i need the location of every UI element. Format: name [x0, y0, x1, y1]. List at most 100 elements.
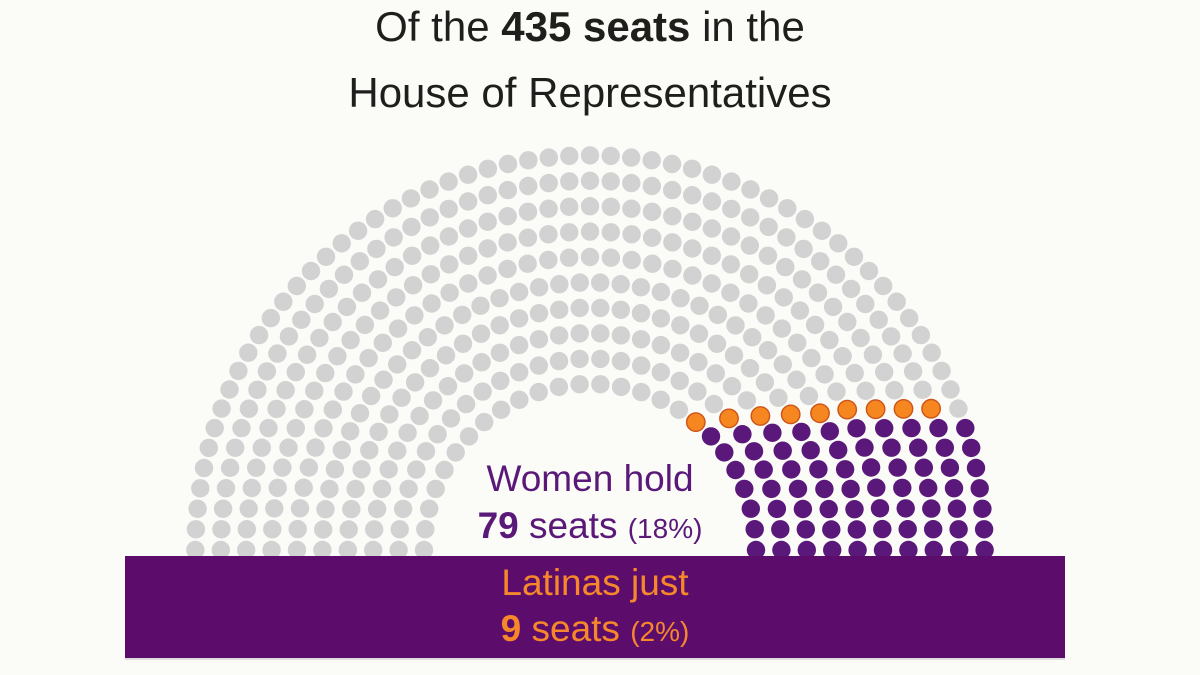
seat-dot-other — [560, 197, 579, 216]
seat-dot-other — [651, 309, 671, 328]
seat-dot-other — [851, 328, 870, 348]
seat-dot-other — [421, 265, 440, 284]
seat-dot-other — [252, 438, 271, 457]
seat-dot-woman — [873, 540, 893, 560]
seat-dot-other — [739, 294, 758, 313]
seat-dot-other — [316, 500, 335, 519]
seat-dot-other — [683, 266, 702, 285]
seat-dot-other — [359, 348, 378, 368]
seat-dot-other — [268, 478, 287, 498]
seat-dot-woman — [970, 479, 989, 498]
seat-dot-other — [367, 239, 386, 259]
seat-dot-other — [435, 460, 454, 480]
seat-dot-other — [856, 294, 875, 314]
seat-dot-other — [795, 209, 815, 229]
seat-dot-woman — [819, 499, 838, 519]
seat-dot-other — [199, 438, 218, 458]
seat-dot-other — [239, 499, 258, 518]
seat-dot-other — [426, 479, 445, 499]
seat-dot-other — [301, 261, 321, 281]
seat-dot-other — [823, 297, 843, 317]
seat-dot-latina — [893, 398, 914, 419]
seat-dot-other — [441, 409, 461, 428]
seat-dot-other — [743, 328, 762, 347]
seat-dot-other — [838, 312, 857, 332]
seat-dot-other — [290, 499, 310, 518]
seat-dot-other — [611, 275, 630, 294]
seat-dot-other — [390, 520, 409, 539]
seat-dot-latina — [780, 404, 801, 425]
seat-dot-other — [560, 172, 579, 191]
seat-dot-other — [683, 212, 702, 231]
seat-dot-latina — [921, 398, 941, 419]
seat-dot-other — [651, 390, 670, 409]
seat-dot-other — [459, 246, 478, 265]
seat-dot-other — [273, 458, 292, 477]
seat-dot-other — [498, 233, 517, 252]
seat-dot-other — [549, 351, 569, 371]
seat-dot-woman — [835, 460, 855, 479]
seat-dot-other — [591, 349, 610, 369]
seat-dot-other — [339, 520, 358, 539]
seat-dot-other — [688, 382, 707, 401]
seat-dot-other — [416, 442, 436, 461]
seat-dot-other — [420, 499, 439, 518]
seat-dot-woman — [823, 540, 842, 560]
seat-dot-other — [702, 219, 722, 238]
seat-dot-other — [350, 404, 370, 423]
seat-dot-other — [529, 382, 548, 402]
seat-dot-woman — [898, 520, 917, 539]
seat-dot-other — [328, 347, 347, 366]
seat-dot-woman — [726, 460, 745, 480]
seat-dot-woman — [909, 438, 928, 457]
seat-dot-other — [383, 199, 402, 218]
seat-dot-other — [478, 159, 498, 178]
seat-dot-other — [611, 300, 630, 319]
seat-dot-other — [364, 540, 383, 560]
seat-dot-other — [472, 353, 491, 372]
seat-dot-other — [458, 219, 478, 238]
seat-dot-woman — [822, 520, 841, 539]
seat-dot-woman — [847, 419, 866, 438]
latinas-banner: Latinas just 9 seats (2%) — [125, 556, 1065, 658]
seat-dot-other — [826, 265, 846, 284]
seat-dot-other — [683, 186, 702, 205]
latinas-seats-unit: seats — [521, 607, 631, 649]
seat-dot-other — [559, 248, 579, 267]
seat-dot-other — [670, 371, 689, 391]
seat-dot-other — [622, 173, 641, 193]
seat-dot-other — [643, 254, 662, 273]
seat-dot-other — [689, 353, 708, 372]
seat-dot-other — [420, 180, 439, 199]
seat-dot-woman — [875, 419, 894, 438]
seat-dot-other — [239, 399, 259, 418]
seat-dot-other — [900, 308, 919, 328]
seat-dot-other — [922, 343, 941, 362]
seat-dot-woman — [782, 460, 801, 479]
seat-dot-woman — [944, 479, 964, 498]
seat-dot-woman — [899, 540, 918, 560]
title-suffix: in the — [690, 3, 805, 50]
seat-dot-other — [471, 324, 491, 343]
seat-dot-other — [372, 479, 392, 499]
seat-dot-other — [941, 380, 960, 399]
seat-dot-other — [287, 540, 307, 560]
seat-dot-woman — [924, 520, 943, 539]
seat-dot-other — [724, 346, 744, 365]
women-seats-count: 79 — [477, 505, 519, 546]
seat-dot-other — [881, 327, 901, 346]
seat-dot-other — [808, 283, 828, 302]
seat-dot-other — [360, 441, 379, 460]
seat-dot-other — [741, 208, 760, 227]
seat-dot-other — [229, 361, 248, 381]
seat-dot-other — [591, 273, 610, 292]
seat-dot-other — [475, 412, 494, 432]
seat-dot-woman — [735, 479, 754, 499]
seat-dot-woman — [919, 478, 938, 498]
seat-dot-woman — [974, 520, 994, 539]
seat-dot-other — [498, 180, 517, 200]
seat-dot-other — [338, 540, 357, 560]
seat-dot-other — [478, 239, 497, 258]
seat-dot-other — [642, 176, 661, 196]
